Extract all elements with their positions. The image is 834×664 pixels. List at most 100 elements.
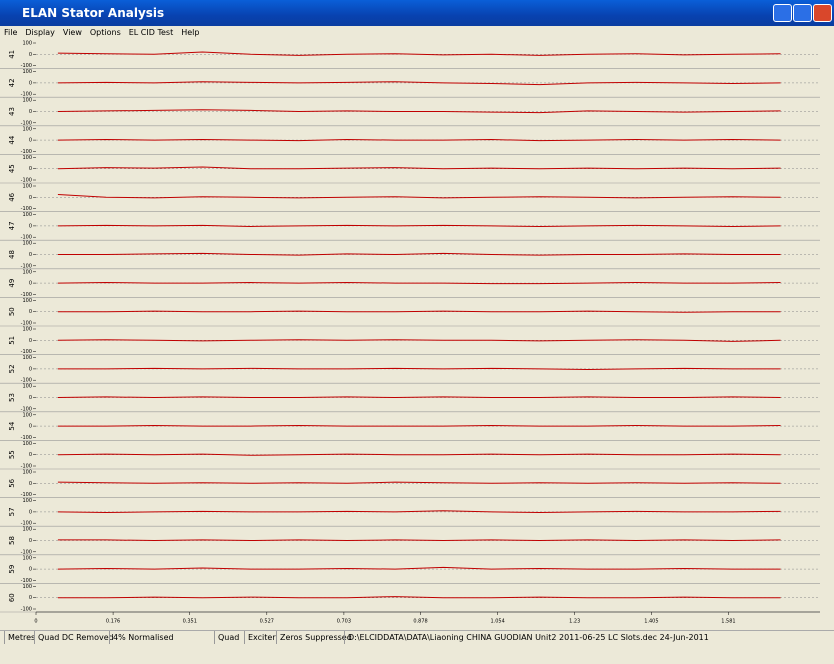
trace [57,51,781,56]
status-bar: Metres Quad DC Removed 4% Normalised Quad Ex… [0,630,834,644]
x-tick-label: 0.878 [413,619,427,625]
y-tick-label: 0 [29,223,32,229]
y-tick-label: -100 [21,549,32,555]
y-tick-label: 100 [22,184,32,190]
x-tick-label: 0.176 [106,619,120,625]
menu-item[interactable]: EL CID Test [128,28,174,37]
y-tick-label: 100 [22,555,32,561]
status-field: Quad DC Removed [34,631,114,644]
y-tick-label: 0 [29,52,32,58]
menu-item[interactable]: View [62,28,82,37]
y-tick-label: 100 [22,527,32,533]
x-tick-label: 1.23 [569,619,580,625]
slot-label: 47 [8,221,16,230]
window-title: ELAN Stator Analysis [22,6,165,20]
y-tick-label: -100 [21,235,32,241]
y-tick-label: -100 [21,378,32,384]
menu-item[interactable]: File [4,28,18,37]
trace [57,566,781,570]
y-tick-label: 100 [22,241,32,247]
slot-label: 46 [8,192,16,201]
y-tick-label: 100 [22,126,32,132]
slot-label: 54 [8,421,16,430]
y-tick-label: -100 [21,178,32,184]
y-tick-label: 100 [22,327,32,333]
slot-label: 56 [8,478,16,487]
slot-label: 48 [8,250,16,259]
trace [57,252,781,256]
y-tick-label: 0 [29,338,32,344]
y-tick-label: 0 [29,109,32,115]
y-tick-label: 0 [29,395,32,401]
y-tick-label: 0 [29,424,32,430]
trace [57,539,781,542]
y-tick-label: 100 [22,441,32,447]
y-tick-label: 100 [22,498,32,504]
window-bottom [0,644,834,664]
y-tick-label: -100 [21,149,32,155]
y-tick-label: -100 [21,607,32,613]
y-tick-label: -100 [21,435,32,441]
y-tick-label: -100 [21,92,32,98]
y-tick-label: 100 [22,355,32,361]
y-tick-label: 100 [22,155,32,161]
y-tick-label: -100 [21,578,32,584]
trace [57,596,781,599]
slot-label: 44 [8,135,16,144]
y-tick-label: 0 [29,138,32,144]
y-tick-label: 100 [22,298,32,304]
slot-label: 60 [8,593,16,602]
status-field: Exciter [244,631,276,644]
y-tick-label: 100 [22,470,32,476]
maximize-button[interactable] [793,4,812,22]
y-tick-label: -100 [21,406,32,412]
status-field: D:\ELCIDDATA\DATA\Liaoning CHINA GUODIAN… [344,631,709,644]
trace [57,510,781,513]
y-tick-label: 100 [22,41,32,47]
slot-label: 58 [8,536,16,545]
slot-label: 41 [8,50,16,59]
slot-label: 51 [8,336,16,345]
x-tick-label: 1.054 [490,619,504,625]
menu-item[interactable]: Display [25,28,55,37]
status-field: 4% Normalised [109,631,174,644]
trace [57,139,781,142]
slot-label: 59 [8,565,16,574]
menu-item[interactable]: Help [181,28,200,37]
status-field: Metres [4,631,35,644]
trace [57,339,781,342]
trace [57,193,781,199]
y-tick-label: -100 [21,321,32,327]
menu-item[interactable]: Options [89,28,121,37]
x-tick-label: 0 [34,619,37,625]
y-tick-label: -100 [21,521,32,527]
x-tick-label: 0.703 [337,619,351,625]
y-tick-label: -100 [21,464,32,470]
trace [57,166,781,170]
trace [57,481,781,484]
status-field: Quad [214,631,239,644]
minimize-button[interactable] [773,4,792,22]
slot-label: 55 [8,450,16,459]
y-tick-label: -100 [21,263,32,269]
trace [57,453,781,456]
trace [57,310,781,313]
close-button[interactable] [813,4,832,22]
y-tick-label: -100 [21,349,32,355]
y-tick-label: 100 [22,69,32,75]
y-tick-label: 100 [22,269,32,275]
trace [57,282,781,285]
y-tick-label: 100 [22,412,32,418]
y-tick-label: 0 [29,195,32,201]
slot-label: 53 [8,393,16,402]
y-tick-label: 0 [29,252,32,258]
y-tick-label: 0 [29,538,32,544]
chart: 411000-100421000-100431000-100441000-100… [0,40,820,625]
y-tick-label: 0 [29,281,32,287]
title-bar: ELAN Stator Analysis [0,0,834,26]
trace [57,109,781,114]
y-tick-label: 0 [29,595,32,601]
y-tick-label: 100 [22,98,32,104]
y-tick-label: 0 [29,567,32,573]
